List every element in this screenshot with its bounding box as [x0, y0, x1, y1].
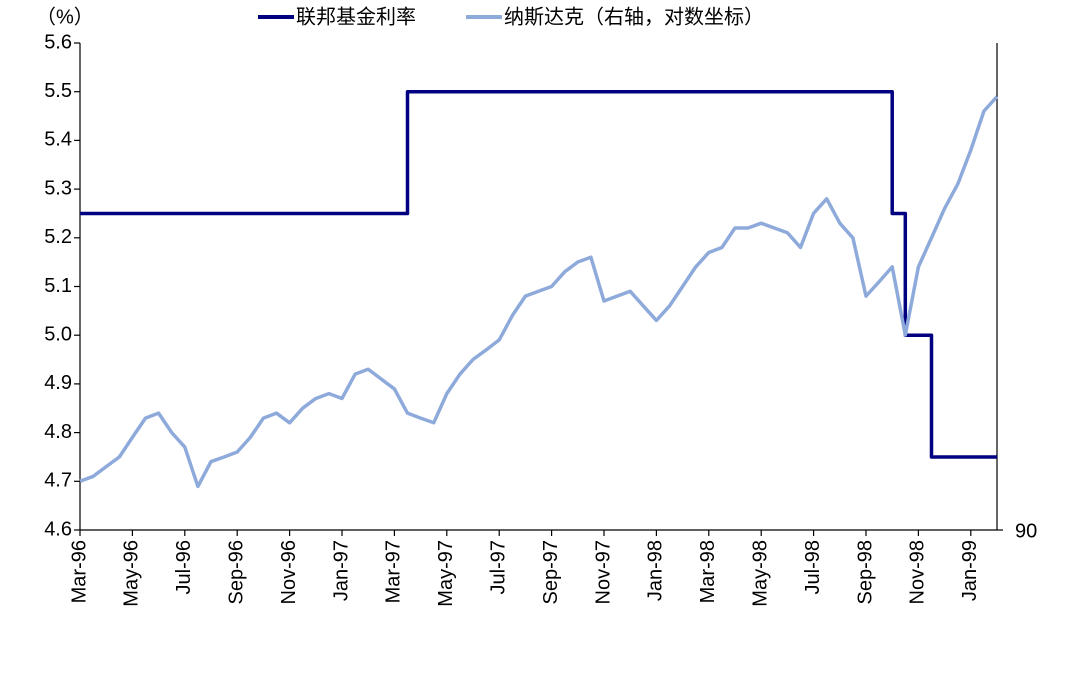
- y-tick-label: 4.7: [44, 470, 72, 492]
- y-tick-label: 4.6: [44, 518, 72, 540]
- y-tick-label: 5.4: [44, 129, 72, 151]
- x-tick-label: Mar-97: [383, 540, 405, 603]
- y-tick-label: 5.6: [44, 31, 72, 53]
- x-tick-label: May-98: [749, 540, 771, 607]
- x-tick-label: Sep-98: [854, 540, 876, 605]
- x-tick-label: Mar-96: [68, 540, 90, 603]
- legend-label: 纳斯达克（右轴，对数坐标）: [504, 5, 764, 28]
- y-tick-label: 4.9: [44, 372, 72, 394]
- x-tick-label: Sep-97: [540, 540, 562, 605]
- x-tick-label: May-96: [121, 540, 143, 607]
- x-tick-label: May-97: [435, 540, 457, 607]
- x-tick-label: Sep-96: [225, 540, 247, 605]
- y-tick-label: 5.2: [44, 226, 72, 248]
- x-tick-label: Nov-98: [907, 540, 929, 604]
- x-tick-label: Jul-97: [487, 540, 509, 594]
- y-tick-label: 5.5: [44, 80, 72, 102]
- x-tick-label: Jul-96: [173, 540, 195, 594]
- legend-label: 联邦基金利率: [296, 5, 416, 28]
- y-axis-label: （%）: [36, 5, 94, 28]
- y-tick-label: 4.8: [44, 421, 72, 443]
- x-tick-label: Mar-98: [697, 540, 719, 603]
- x-tick-label: Jan-98: [645, 540, 667, 601]
- series-line: [79, 95, 999, 489]
- y-tick-label: 5.1: [44, 275, 72, 297]
- x-tick-label: Nov-96: [278, 540, 300, 604]
- series-line: [80, 89, 997, 459]
- y2-tick-label: 90: [1015, 520, 1037, 542]
- x-tick-label: Jan-97: [330, 540, 352, 601]
- x-tick-label: Jan-99: [959, 540, 981, 601]
- x-tick-label: Jul-98: [802, 540, 824, 594]
- y-tick-label: 5.0: [44, 323, 72, 345]
- y-tick-label: 5.3: [44, 177, 72, 199]
- x-tick-label: Nov-97: [592, 540, 614, 604]
